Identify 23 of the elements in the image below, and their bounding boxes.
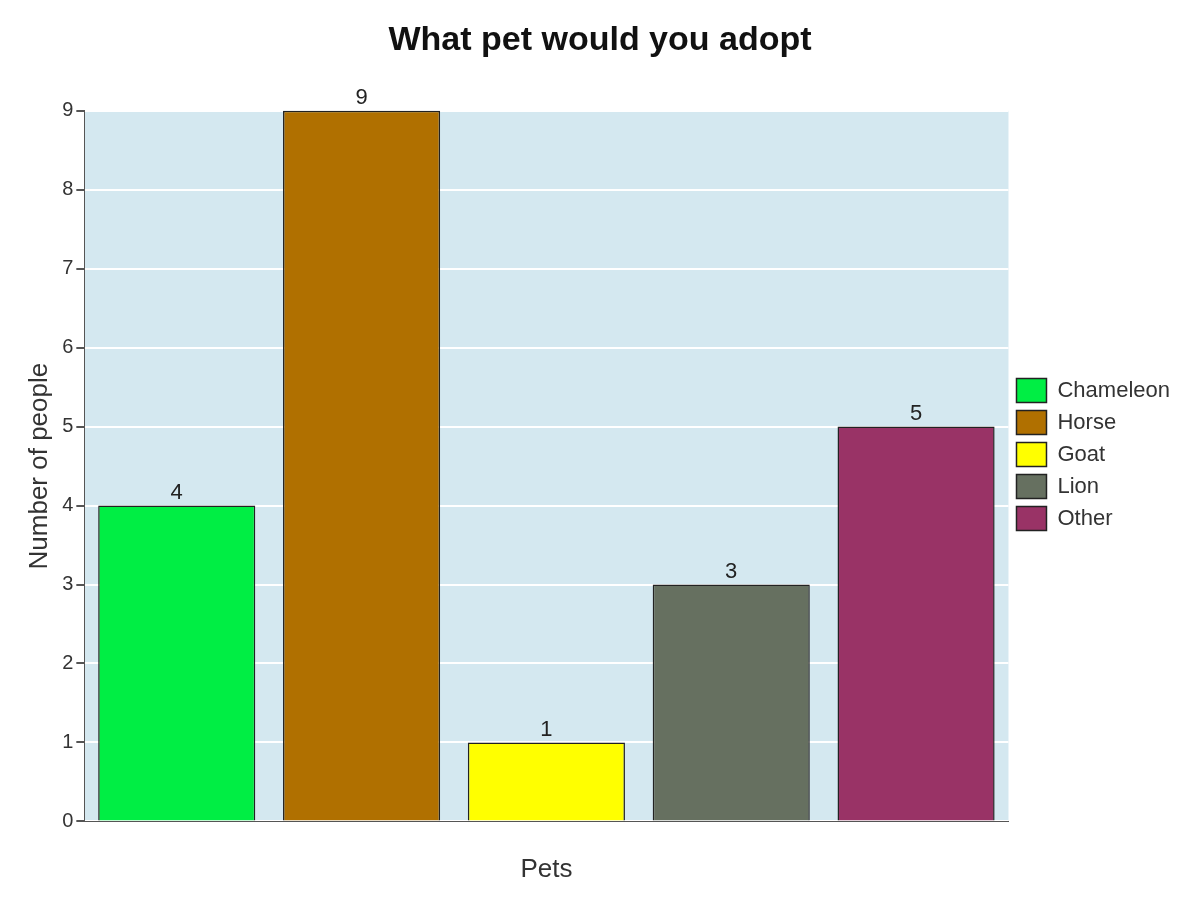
y-tick-label: 2: [62, 651, 74, 673]
chart-title: What pet would you adopt: [388, 18, 812, 57]
y-tick-label: 4: [62, 493, 74, 516]
data-label: 1: [540, 715, 553, 741]
y-tick-label: 9: [62, 98, 74, 121]
y-tick-label: 1: [62, 729, 74, 752]
y-tick-label: 5: [62, 414, 74, 437]
legend-label: Other: [1057, 504, 1113, 530]
legend-label: Goat: [1057, 440, 1106, 466]
data-label: 4: [170, 478, 183, 504]
legend-label: Horse: [1057, 408, 1117, 434]
legend-label: Chameleon: [1057, 376, 1170, 402]
x-axis-title: Pets: [520, 852, 573, 883]
y-tick-label: 0: [62, 808, 74, 831]
legend-label: Lion: [1057, 472, 1100, 498]
y-axis-title: Number of people: [22, 362, 53, 570]
data-label: 5: [909, 399, 923, 425]
y-tick-label: 7: [62, 256, 74, 279]
y-tick-label: 3: [62, 572, 74, 595]
y-tick-label: 6: [62, 335, 74, 358]
data-label: 3: [725, 557, 738, 583]
data-label: 9: [355, 83, 368, 109]
y-tick-label: 8: [62, 177, 74, 200]
